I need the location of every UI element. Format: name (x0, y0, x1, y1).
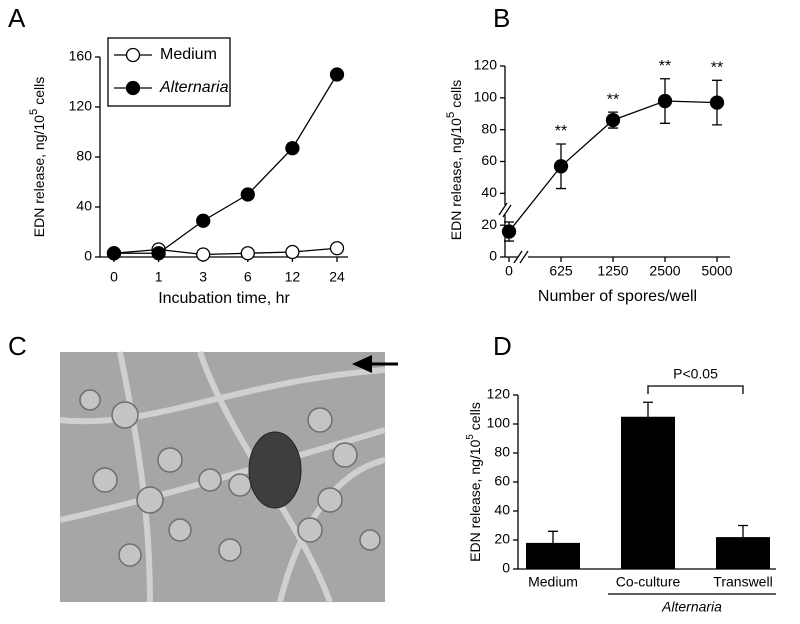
y-tick-label: 100 (474, 89, 498, 105)
marker (285, 244, 300, 260)
significance: ** (555, 123, 567, 140)
significance: ** (607, 91, 619, 108)
x-tick-label: 5000 (701, 263, 732, 279)
panel-label: C (8, 331, 27, 361)
axis-break (498, 202, 512, 218)
y-tick-label: 120 (474, 57, 498, 73)
x-axis-label: Incubation time, hr (158, 290, 290, 307)
y-tick-label: 120 (69, 98, 93, 114)
marker (240, 246, 255, 261)
micrograph (59, 351, 398, 604)
marker (196, 213, 211, 228)
axis-break (501, 205, 509, 215)
y-label-unit: cells (467, 402, 483, 430)
y-tick-label: 80 (494, 444, 510, 460)
y-tick-label: 160 (69, 48, 93, 64)
x-tick-label: 24 (329, 269, 345, 285)
y-axis-label: EDN release, ng/105 cells (445, 80, 464, 240)
x-tick-label: 0 (110, 269, 118, 285)
x-tick-label: 1250 (597, 263, 628, 279)
group-label: Alternaria (661, 599, 722, 615)
x-tick-label: 0 (505, 263, 513, 279)
marker (329, 67, 345, 82)
y-label-text: EDN release, ng/10 (448, 118, 464, 240)
y-tick-label: 20 (481, 216, 497, 232)
y-label-unit: cells (31, 77, 47, 105)
axis-break (518, 253, 528, 261)
marker (657, 93, 673, 109)
y-tick-label: 40 (494, 502, 510, 518)
legend-label: Medium (160, 46, 217, 63)
marker (553, 159, 569, 174)
legend-label: Alternaria (159, 79, 229, 96)
marker (329, 241, 345, 256)
y-tick-label: 120 (487, 386, 511, 402)
marker (196, 247, 211, 262)
y-label-unit: cells (448, 80, 464, 108)
marker (106, 246, 122, 261)
y-label-sup: 5 (445, 112, 457, 118)
panel-label: B (493, 3, 510, 33)
y-tick-label: 60 (494, 473, 510, 489)
x-tick-label: Transwell (713, 574, 772, 590)
x-tick-label: 1 (155, 269, 163, 285)
line (114, 74, 338, 254)
panel-label: A (8, 3, 26, 33)
y-axis-label: EDN release, ng/105 cells (465, 402, 483, 562)
marker (151, 246, 166, 261)
y-tick-label: 20 (494, 531, 510, 547)
marker (709, 95, 725, 110)
y-tick-label: 80 (76, 148, 92, 164)
y-label-text: EDN release, ng/10 (31, 115, 47, 237)
significance: ** (711, 60, 723, 77)
legend-marker (125, 80, 141, 96)
y-tick-label: 40 (481, 184, 497, 200)
p-value: P<0.05 (673, 366, 718, 382)
y-tick-label: 0 (489, 248, 497, 264)
y-tick-label: 40 (76, 198, 92, 214)
bar (621, 416, 675, 569)
x-tick-label: 6 (244, 269, 252, 285)
significance: ** (659, 58, 671, 75)
marker (501, 224, 517, 239)
y-tick-label: 80 (481, 120, 497, 136)
y-tick-label: 0 (502, 560, 510, 576)
marker (605, 112, 621, 128)
x-tick-label: 12 (285, 269, 301, 285)
y-label-sup: 5 (28, 109, 40, 115)
y-label-sup: 5 (465, 434, 476, 440)
bar (526, 542, 580, 569)
y-tick-label: 60 (481, 152, 497, 168)
bar (716, 537, 770, 569)
marker (285, 141, 300, 156)
marker (240, 187, 255, 202)
x-axis-label: Number of spores/well (538, 288, 697, 305)
line (113, 247, 338, 256)
y-tick-label: 0 (84, 248, 92, 264)
x-tick-label: Medium (528, 574, 578, 590)
y-tick-label: 100 (487, 415, 511, 431)
x-tick-label: Co-culture (616, 574, 681, 590)
legend-box (107, 37, 231, 107)
x-tick-label: 625 (549, 263, 573, 279)
y-axis-label: EDN release, ng/105 cells (28, 77, 47, 237)
panel-label: D (493, 331, 512, 361)
x-tick-label: 3 (199, 269, 207, 285)
axis-break (513, 250, 529, 264)
legend-marker (125, 47, 141, 63)
x-tick-label: 2500 (649, 263, 680, 279)
bracket (647, 385, 744, 394)
y-label-text: EDN release, ng/10 (467, 439, 483, 561)
